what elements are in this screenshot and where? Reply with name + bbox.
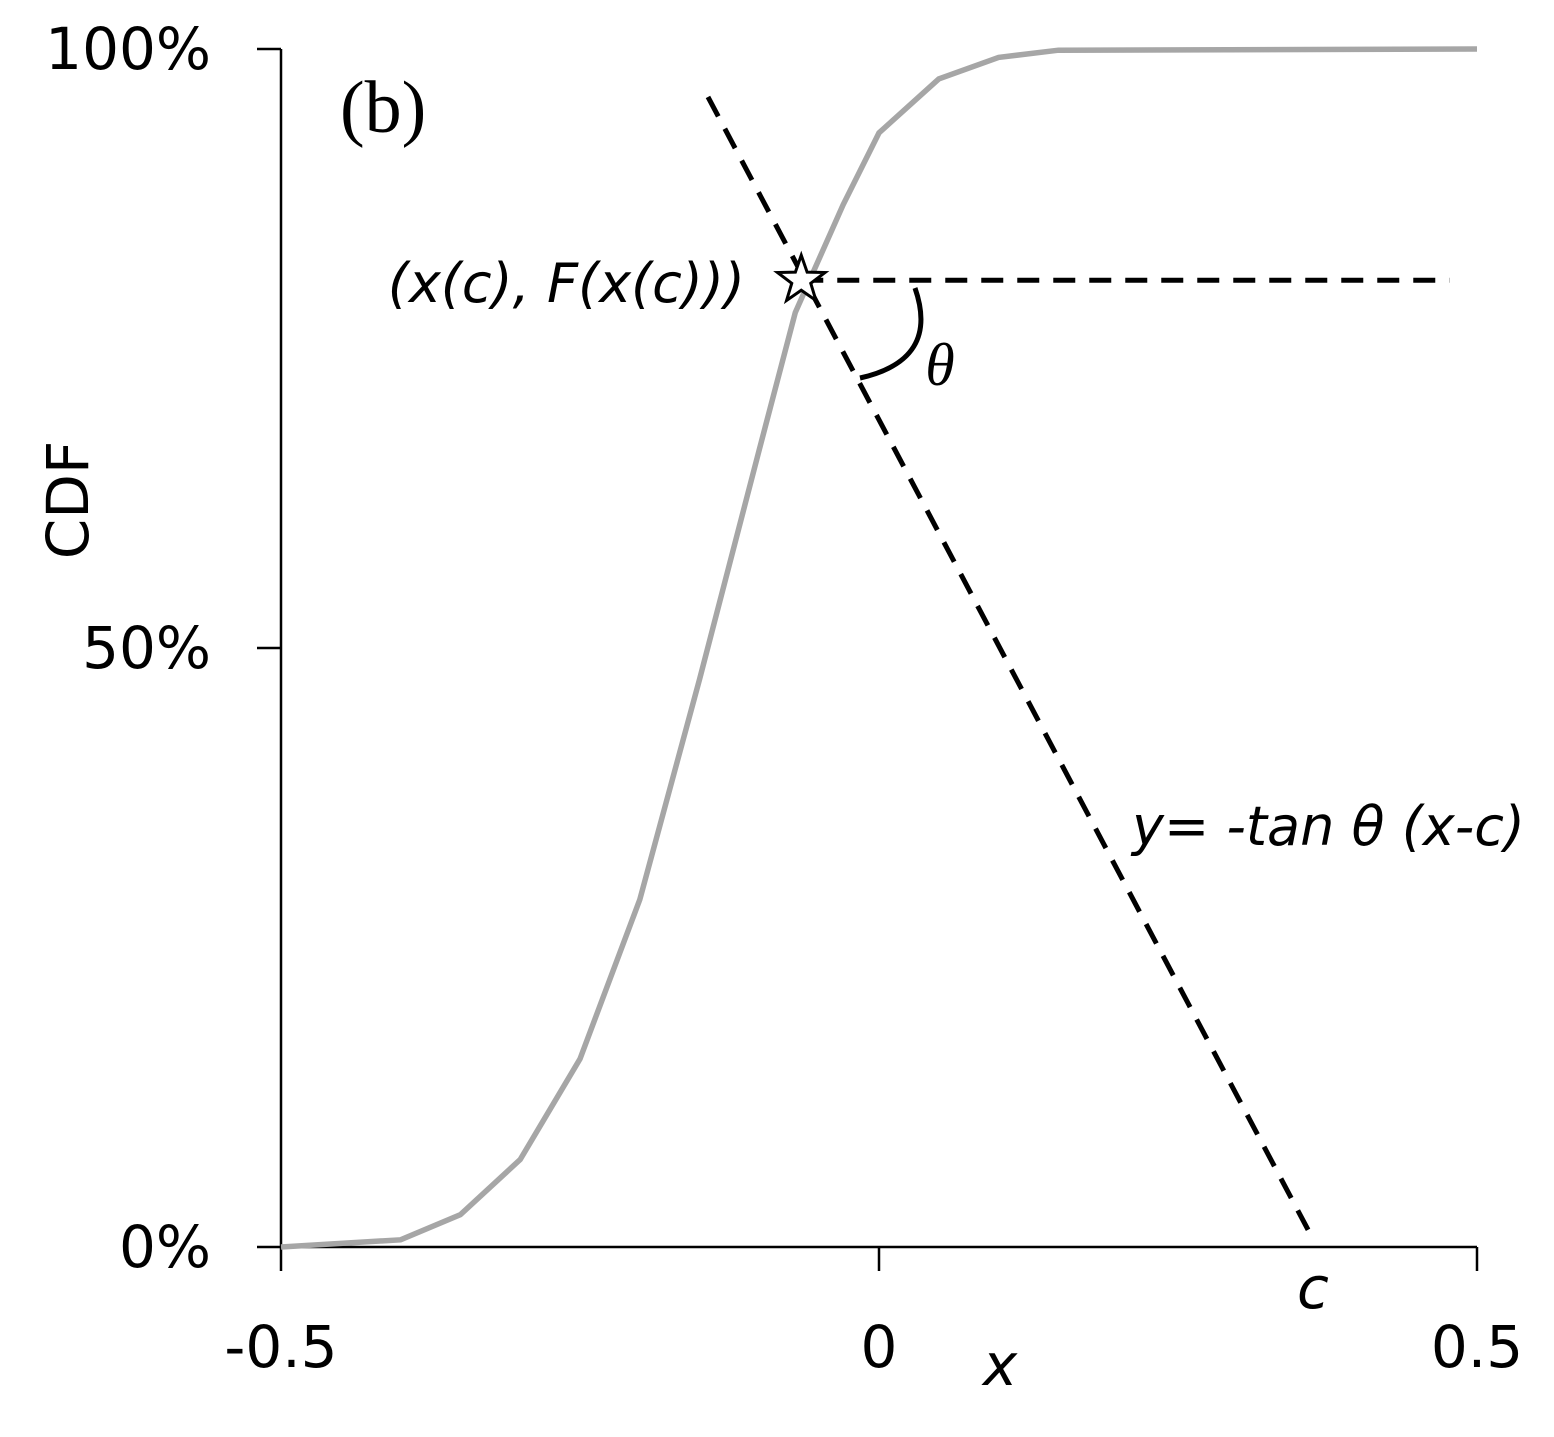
c-label: c [1297, 1254, 1329, 1322]
star-point [773, 250, 830, 305]
y-tick-label: 0% [119, 1213, 211, 1281]
angle-label: θ [925, 332, 954, 398]
line-label: y= -tan θ (x-c) [1130, 795, 1525, 858]
x-axis-label: x [981, 1331, 1018, 1399]
x-tick-label: 0.5 [1431, 1313, 1523, 1381]
x-tick-label: 0 [861, 1313, 898, 1381]
cdf-curve [280, 46, 1478, 1250]
panel-label: (b) [340, 67, 426, 149]
point-label: (x(c), F(x(c))) [388, 252, 745, 315]
y-axis-label: CDF [34, 441, 102, 560]
y-tick-label: 100% [45, 15, 211, 83]
angle-arc [859, 287, 924, 381]
x-tick-label: -0.5 [224, 1313, 337, 1381]
y-tick-label: 50% [82, 614, 211, 682]
